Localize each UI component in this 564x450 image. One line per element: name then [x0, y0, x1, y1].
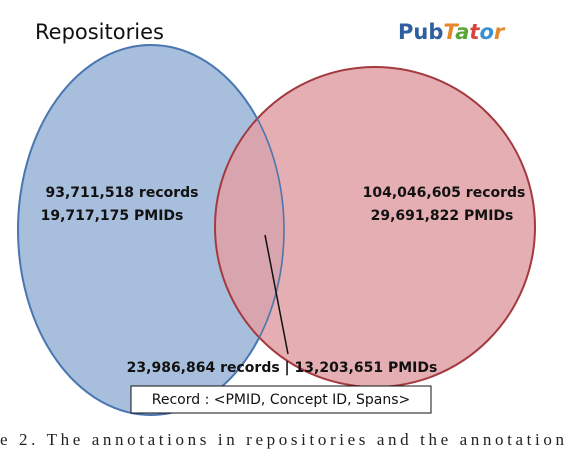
logo-part: a	[455, 20, 469, 44]
caption: e 2. The annotations in repositories and…	[0, 430, 564, 449]
right-pmids: 29,691,822 PMIDs	[371, 208, 514, 224]
logo-part: r	[494, 20, 506, 44]
logo-part: Pub	[398, 20, 443, 44]
pointer-line	[264, 234, 289, 355]
right-records: 104,046,605 records	[363, 185, 526, 201]
logo-part: t	[469, 20, 480, 44]
record-box	[130, 385, 432, 414]
right-circle	[214, 66, 536, 388]
left-title: Repositories	[35, 20, 164, 44]
left-pmids: 19,717,175 PMIDs	[41, 208, 184, 224]
record-format: Record : <PMID, Concept ID, Spans>	[152, 392, 410, 408]
logo-part: o	[479, 20, 493, 44]
left-records: 93,711,518 records	[45, 185, 198, 201]
intersection-label: 23,986,864 records | 13,203,651 PMIDs	[127, 360, 438, 376]
right-title: PubTator	[398, 20, 506, 44]
left-circle-outline	[17, 44, 285, 416]
